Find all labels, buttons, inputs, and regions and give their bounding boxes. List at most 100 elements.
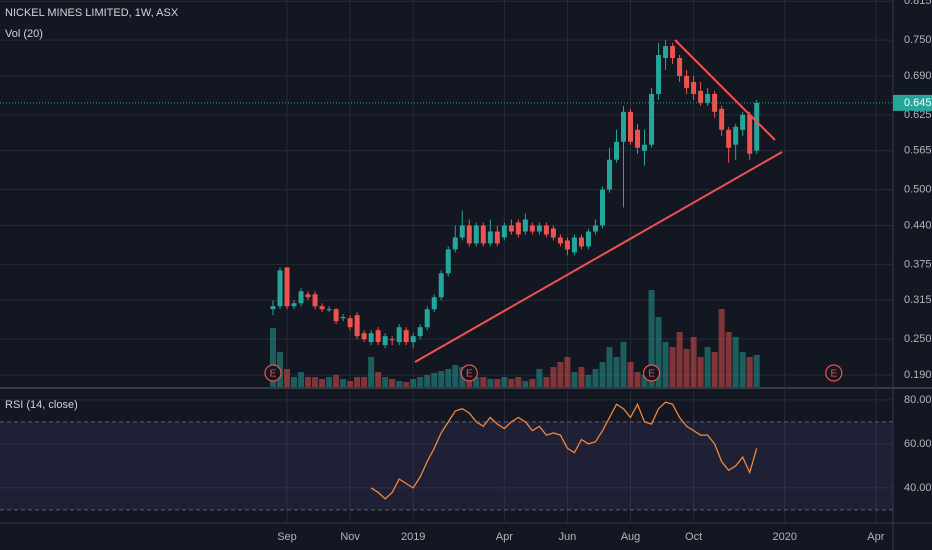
candle-body xyxy=(396,327,402,343)
candle-body xyxy=(473,225,479,244)
volume-bar xyxy=(312,377,319,387)
candle-body xyxy=(417,327,423,337)
candle-body xyxy=(312,294,318,307)
candle-body xyxy=(698,90,704,103)
candle-body xyxy=(459,225,465,238)
earnings-marker xyxy=(460,364,478,382)
candle-body xyxy=(621,111,626,142)
y-tick-label: 0.815 xyxy=(904,0,932,7)
volume-bar xyxy=(389,379,396,387)
candle-body xyxy=(550,228,556,238)
x-tick-label: Sep xyxy=(277,531,297,543)
candle-body xyxy=(740,114,746,130)
volume-bar xyxy=(620,342,627,387)
candle-body xyxy=(733,126,739,145)
volume-bar xyxy=(396,381,403,387)
volume-bar xyxy=(599,362,606,387)
earnings-label: E xyxy=(830,369,837,380)
candle-body xyxy=(564,240,570,250)
candle-body xyxy=(466,225,472,244)
candle-body xyxy=(326,309,332,311)
candle-body xyxy=(347,318,353,328)
volume-bar xyxy=(305,377,312,387)
rsi-layer xyxy=(0,401,893,511)
candle-layer xyxy=(0,40,893,349)
candle-body xyxy=(340,317,346,319)
volume-bar xyxy=(382,377,389,387)
volume-bar xyxy=(508,379,515,387)
candle-body xyxy=(515,222,521,235)
volume-bar xyxy=(354,377,361,387)
candle-body xyxy=(424,309,430,328)
candle-body xyxy=(635,129,641,148)
volume-bar xyxy=(326,377,333,387)
volume-bar xyxy=(753,355,760,387)
volume-bar xyxy=(473,377,480,387)
volume-bar xyxy=(578,367,585,387)
volume-bar xyxy=(501,377,508,387)
chart-title: NICKEL MINES LIMITED, 1W, ASX xyxy=(5,7,179,19)
volume-bar xyxy=(606,347,613,387)
candle-body xyxy=(452,237,458,250)
volume-bar xyxy=(487,379,494,387)
x-tick-label: Apr xyxy=(867,531,884,543)
last-price-label: 0.645 xyxy=(904,97,932,109)
volume-bar xyxy=(655,317,662,387)
volume-bar xyxy=(683,349,690,387)
candle-body xyxy=(719,108,725,130)
volume-bar xyxy=(732,337,739,387)
candle-body xyxy=(663,46,669,59)
x-tick-label: Nov xyxy=(340,531,360,543)
volume-bar xyxy=(564,357,571,387)
rsi-title: RSI (14, close) xyxy=(5,399,78,411)
candle-body xyxy=(606,159,612,190)
volume-bar xyxy=(739,352,746,387)
volume-bar xyxy=(284,369,291,387)
volume-bar xyxy=(571,372,578,387)
volume-bar xyxy=(662,342,669,387)
y-tick-label: 0.250 xyxy=(904,333,932,345)
volume-bar xyxy=(585,375,592,387)
candle-body xyxy=(684,75,690,88)
candle-body xyxy=(494,231,500,244)
candle-body xyxy=(578,237,584,247)
volume-bar xyxy=(494,379,501,387)
label-layer: Sep Nov 2019 Apr Jun Aug Oct 2020 Apr 0.815 0.750 0… xyxy=(264,0,932,543)
volume-bar xyxy=(634,372,641,387)
candle-body xyxy=(445,249,451,274)
y-tick-label: 0.565 xyxy=(904,145,932,157)
volume-bar xyxy=(550,367,557,387)
candle-body xyxy=(628,111,634,142)
candle-body xyxy=(649,93,655,145)
candle-body xyxy=(754,102,760,151)
volume-bar xyxy=(424,375,431,387)
volume-label: Vol (20) xyxy=(5,28,43,40)
candle-body xyxy=(410,336,416,343)
y-tick-label: 0.375 xyxy=(904,258,932,270)
candle-body xyxy=(705,93,711,103)
volume-bar xyxy=(697,357,704,387)
candle-body xyxy=(642,144,648,151)
volume-bar xyxy=(704,347,711,387)
candle-body xyxy=(375,330,381,343)
earnings-marker xyxy=(825,364,843,382)
volume-bar xyxy=(690,337,697,387)
candle-body xyxy=(691,81,697,94)
candle-body xyxy=(270,306,276,310)
earnings-label: E xyxy=(648,369,655,380)
volume-bar xyxy=(641,375,648,387)
y-tick-label: 0.625 xyxy=(904,109,932,121)
volume-bar xyxy=(480,377,487,387)
candle-body xyxy=(571,237,577,253)
candle-body xyxy=(382,336,388,346)
candle-body xyxy=(613,141,619,160)
candle-body xyxy=(726,129,732,148)
rsi-line xyxy=(370,401,758,500)
volume-bar xyxy=(431,373,438,387)
volume-bar xyxy=(298,372,305,387)
x-tick-label: Oct xyxy=(685,531,702,543)
candle-body xyxy=(599,189,605,226)
candle-body xyxy=(354,315,360,337)
volume-bar xyxy=(515,377,522,387)
